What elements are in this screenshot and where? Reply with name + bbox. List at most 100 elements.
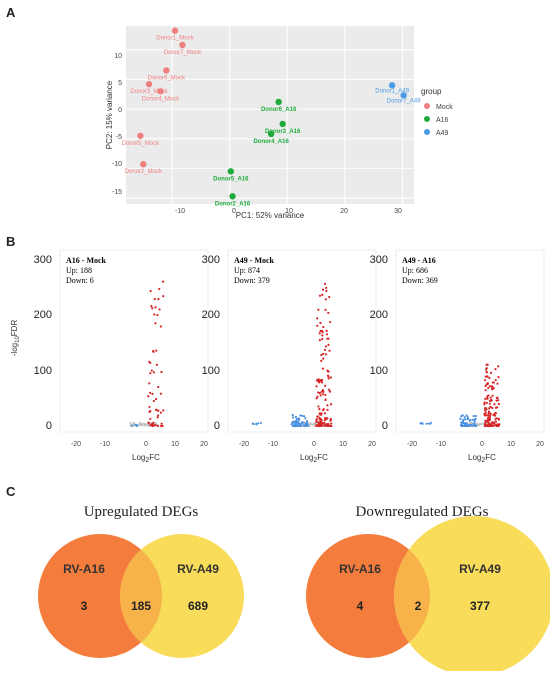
volcano-point-up (156, 424, 160, 428)
volcano-point-down (465, 414, 468, 417)
volcano-point-up (497, 402, 501, 406)
volcano-point-up (329, 417, 333, 421)
volcano-point-down (463, 416, 466, 419)
volcano-point-up (323, 282, 327, 285)
volcano-point-up (150, 304, 153, 308)
volcano-point-down (472, 422, 475, 425)
volcano-point-up (326, 370, 330, 373)
volcano-point-down (469, 418, 472, 422)
venn-title: Downregulated DEGs (356, 504, 489, 520)
volcano-point-up (488, 376, 491, 380)
volcano-point-up (325, 333, 329, 336)
venn-left-only-count: 4 (357, 599, 364, 613)
volcano-xtick: -20 (407, 441, 417, 448)
panel-label-c: C (6, 484, 16, 499)
volcano-ytick: 0 (214, 420, 220, 432)
volcano-point-up (485, 408, 488, 411)
volcano-point-down (464, 422, 467, 425)
volcano-down-count: Down: 379 (234, 276, 270, 285)
volcano-point-up (319, 321, 322, 325)
volcano-point-down (466, 424, 470, 428)
volcano-panels: A16 - Mock Up: 188 Down: 6 300 200 100 0… (34, 249, 545, 464)
volcano-point-up (320, 422, 324, 425)
volcano-xtick: 10 (171, 441, 179, 448)
volcano-point-up (158, 308, 161, 311)
volcano-point-up (149, 417, 152, 421)
pca-y-axis-label: PC2: 15% variance (105, 80, 114, 149)
volcano-point-up (159, 392, 163, 395)
volcano-point-up (148, 382, 151, 385)
volcano-ytick: 200 (34, 309, 52, 321)
volcano-point-up (320, 381, 324, 384)
volcano-point-up (486, 382, 489, 386)
volcano-point-up (484, 414, 487, 417)
volcano-point-up (328, 295, 331, 299)
legend-swatch-mock (424, 103, 430, 109)
volcano-point-down (259, 421, 262, 424)
volcano-points (419, 363, 501, 428)
pca-points: Donor1_Mock Donor7_Mock Donor6_Mock Donor3_… (122, 27, 421, 207)
volcano-point-down (252, 423, 255, 426)
volcano-point-up (329, 424, 332, 427)
volcano-point-up (487, 424, 490, 428)
pca-point-label: Donor7_Mock (164, 50, 202, 56)
volcano-title: A49 - A16 (402, 256, 436, 265)
pca-point-label: Donor7_A49 (387, 98, 421, 104)
volcano-panel-a16-mock: A16 - Mock Up: 188 Down: 6 300 200 100 0… (34, 249, 209, 464)
legend-label-a16: A16 (436, 117, 449, 124)
volcano-point-up (148, 405, 151, 409)
volcano-point-up (318, 332, 321, 335)
volcano-point-up (485, 368, 488, 371)
volcano-point-ns (129, 421, 132, 424)
pca-ytick: 5 (118, 80, 122, 87)
volcano-point-up (320, 423, 324, 426)
volcano-point-up (494, 368, 497, 371)
pca-xtick: -10 (175, 208, 185, 215)
volcano-point-up (489, 412, 492, 415)
volcano-point-down (297, 421, 300, 425)
volcano-xtick: -20 (239, 441, 249, 448)
volcano-point-up (495, 424, 499, 427)
volcano-point-up (483, 403, 486, 406)
pca-point-label: Donor5_Mock (122, 141, 160, 147)
volcano-point-down (419, 422, 422, 425)
volcano-point-down (305, 420, 309, 423)
pca-point-label: Donor6_Mock (148, 76, 186, 82)
volcano-point-down (459, 417, 462, 420)
volcano-point-up (160, 422, 163, 425)
volcano-point-up (319, 394, 322, 397)
volcano-point-up (154, 408, 158, 411)
volcano-point-down (464, 418, 467, 421)
volcano-point-down (474, 414, 478, 418)
pca-xtick: 10 (285, 208, 293, 215)
volcano-point-down (257, 422, 260, 425)
venn-right-label: RV-A49 (459, 562, 501, 576)
volcano-point-up (488, 385, 492, 388)
venn-left-label: RV-A16 (63, 562, 105, 576)
volcano-point-ns (143, 424, 146, 427)
volcano-point-down (301, 414, 304, 417)
volcano-points (251, 282, 333, 428)
pca-point (400, 92, 407, 99)
volcano-point-down (473, 419, 476, 422)
volcano-point-up (494, 418, 497, 421)
volcano-point-up (320, 390, 323, 393)
volcano-point-up (159, 325, 162, 328)
volcano-point-down (291, 416, 295, 419)
volcano-ytick: 300 (34, 254, 52, 266)
pca-point (163, 67, 170, 74)
volcano-point-down (294, 422, 297, 426)
volcano-point-up (493, 422, 496, 425)
volcano-panel-a49-mock: A49 - Mock Up: 874 Down: 379 300 200 100… (202, 249, 377, 464)
volcano-point-up (327, 337, 330, 340)
volcano-point-up (327, 388, 331, 391)
volcano-point-up (494, 378, 497, 382)
volcano-point-up (324, 298, 327, 301)
volcano-y-axis-label: -log10FDR (10, 320, 21, 357)
legend-label-mock: Mock (436, 104, 453, 111)
volcano-point-down (299, 423, 302, 427)
pca-point-label: Donor1_Mock (156, 36, 194, 42)
volcano-point-up (149, 391, 152, 394)
volcano-point-up (151, 307, 154, 310)
volcano-point-up (487, 394, 490, 397)
